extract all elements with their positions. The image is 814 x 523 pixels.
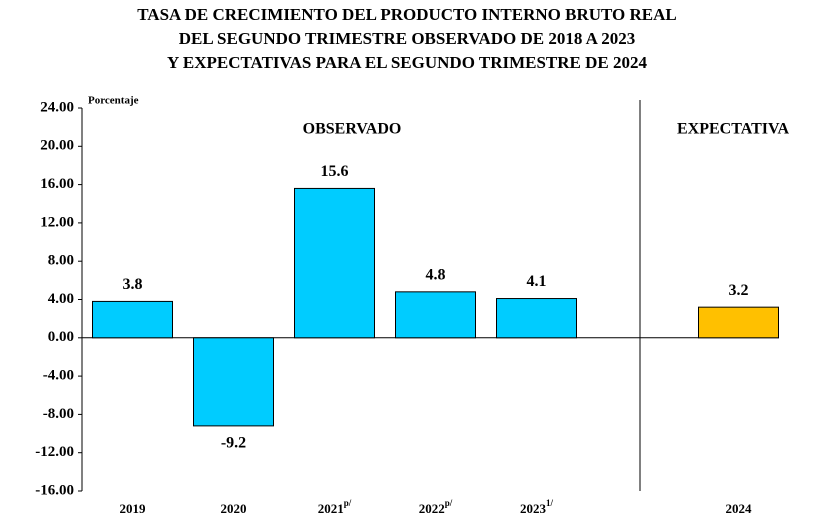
x-tick-label: 2024: [726, 501, 753, 516]
data-label: -9.2: [221, 435, 246, 452]
data-label: 4.8: [426, 267, 446, 284]
data-label: 4.1: [527, 273, 547, 290]
y-tick-label: 8.00: [48, 253, 74, 269]
y-tick-label: 24.00: [40, 99, 74, 115]
bar: [496, 298, 577, 339]
x-tick-label: 2021p/: [318, 498, 352, 516]
y-tick-label: -8.00: [43, 406, 74, 422]
x-tick-label: 20231/: [520, 498, 554, 516]
title-line: Y EXPECTATIVAS PARA EL SEGUNDO TRIMESTRE…: [167, 53, 648, 72]
section-label: OBSERVADO: [303, 121, 402, 138]
category: 2020: [221, 501, 247, 516]
y-tick-label: 16.00: [40, 176, 74, 192]
category-note: p/: [445, 498, 453, 508]
category: 2023: [520, 501, 547, 516]
bar: [294, 187, 375, 339]
y-tick-label: -12.00: [35, 444, 74, 460]
y-tick-label: -16.00: [35, 482, 74, 498]
bar: [193, 337, 274, 427]
section-label: EXPECTATIVA: [677, 121, 789, 138]
y-tick-label: 0.00: [48, 329, 74, 345]
category: 2024: [726, 501, 753, 516]
y-tick-label: -4.00: [43, 368, 74, 384]
bar: [92, 300, 173, 339]
title-line: DEL SEGUNDO TRIMESTRE OBSERVADO DE 2018 …: [179, 29, 635, 48]
bar: [395, 291, 476, 339]
x-tick-label: 2020: [221, 501, 247, 516]
data-label: 3.8: [123, 276, 143, 293]
y-tick-label: 4.00: [48, 291, 74, 307]
bar: [698, 306, 779, 339]
category: 2022: [419, 501, 445, 516]
y-tick-label: 20.00: [40, 138, 74, 154]
category: 2019: [120, 501, 147, 516]
category-note: 1/: [546, 498, 554, 508]
y-tick-label: 12.00: [40, 214, 74, 230]
category: 2021: [318, 501, 344, 516]
data-label: 3.2: [729, 282, 749, 299]
x-tick-label: 2019: [120, 501, 147, 516]
category-note: p/: [344, 498, 352, 508]
y-axis-label: Porcentaje: [88, 95, 139, 107]
data-label: 15.6: [321, 163, 349, 180]
x-tick-label: 2022p/: [419, 498, 453, 516]
title-line: TASA DE CRECIMIENTO DEL PRODUCTO INTERNO…: [137, 5, 677, 24]
